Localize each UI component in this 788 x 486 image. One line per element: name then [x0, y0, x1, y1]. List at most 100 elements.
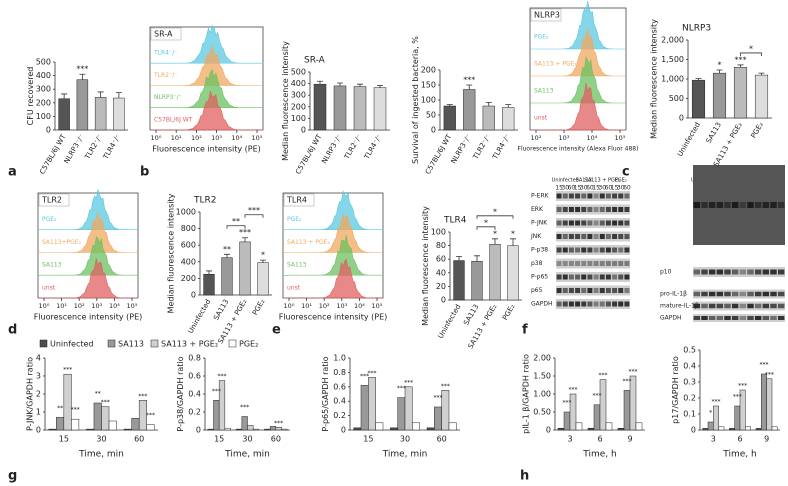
y-tick-label: 4 — [36, 354, 41, 363]
bar — [281, 428, 288, 431]
blot-band — [556, 301, 562, 307]
y-tick-label: 200 — [421, 66, 436, 75]
blot-band — [770, 202, 777, 208]
bar — [48, 428, 57, 431]
blot-band — [618, 193, 624, 199]
y-tick-label: 0 — [546, 426, 551, 435]
blot-band — [777, 316, 785, 320]
panel-label: c — [622, 165, 630, 180]
blot-band — [599, 301, 605, 307]
blot-lane: 30 — [580, 185, 588, 192]
blot-band — [624, 274, 630, 280]
blot-band — [593, 247, 599, 253]
flow-x-label: Fluorescence intensity (PE) — [279, 313, 388, 322]
error-bar — [61, 93, 68, 99]
y-tick-label: 1,500 — [661, 55, 684, 64]
flow-track-label: SA113 — [42, 262, 62, 269]
flow-tick-label: 10⁴ — [109, 302, 120, 310]
y-tick-label: 300 — [36, 85, 51, 94]
blot-band — [701, 303, 708, 309]
chart-title: SR-A — [304, 56, 326, 66]
significance: *** — [218, 373, 227, 380]
y-tick-label: 20 — [436, 282, 446, 291]
legend-swatch — [39, 339, 48, 348]
blot-strip — [556, 285, 630, 296]
error-bar — [206, 270, 212, 275]
blot-band — [581, 274, 587, 280]
y-tick-label: 2.00 — [533, 354, 551, 363]
bar — [241, 416, 248, 431]
blot-band — [587, 234, 593, 239]
legend-swatch — [150, 339, 159, 348]
blot-band — [605, 220, 611, 226]
blot-band — [747, 303, 754, 309]
y-axis-label: P-JNK/GAPDH ratio — [26, 357, 35, 431]
significance: * — [709, 410, 712, 417]
y-axis-label: Median fluorescence intensity — [281, 41, 290, 161]
error-bar — [242, 237, 248, 242]
blot-band — [724, 316, 731, 320]
y-tick-label: 500 — [291, 68, 306, 77]
blot-band — [624, 261, 630, 266]
flow-title-box — [150, 27, 182, 41]
error-bar — [377, 84, 383, 88]
x-axis-label: Time, min — [78, 450, 124, 460]
y-tick-label: 0 — [301, 126, 306, 135]
flow-title: TLR4 — [286, 196, 307, 205]
bar — [745, 426, 751, 431]
blot-band — [624, 288, 630, 293]
blot-band — [605, 234, 611, 239]
x-axis-label: Time, h — [582, 450, 616, 460]
y-axis-label: pIL-1 β/GAPDH ratio — [521, 354, 530, 434]
blot-strip — [693, 314, 785, 322]
blot-band — [693, 303, 701, 309]
blot-group: SA113 — [576, 178, 592, 184]
flow-tick-label: 10⁵ — [127, 302, 138, 310]
blot-band — [575, 234, 581, 239]
x-tick-label: 30 — [400, 435, 410, 444]
blot-band — [731, 291, 739, 297]
bar — [375, 422, 384, 431]
significance: *** — [71, 407, 80, 414]
flow-tick-label: 10⁰ — [39, 302, 50, 310]
blot-band — [556, 247, 562, 253]
x-tick-label: 9 — [764, 435, 769, 444]
significance: *** — [101, 399, 110, 406]
bar — [718, 426, 725, 431]
bar — [113, 97, 125, 131]
panel-label: a — [8, 165, 17, 180]
significance: *** — [76, 65, 88, 74]
bar — [239, 241, 251, 296]
bar — [146, 424, 155, 431]
blot-band — [770, 316, 777, 320]
flow-title-box — [283, 193, 315, 207]
blot-band — [708, 316, 716, 320]
x-tick-label: SA113 — [705, 121, 723, 145]
y-tick-label: 0.5 — [683, 346, 696, 355]
y-axis-label: P-p38/GAPDH ratio — [176, 356, 185, 431]
y-tick-label: 0 — [46, 126, 51, 135]
blot-band — [624, 247, 630, 253]
x-tick-label: SA113 — [212, 298, 230, 322]
y-tick-label: 1,000 — [661, 75, 684, 84]
significance: *** — [760, 362, 769, 369]
bar — [507, 245, 519, 301]
x-tick-label: 15 — [363, 435, 373, 444]
x-tick-label: TLR4⁻/⁻ — [101, 133, 122, 162]
significance: *** — [146, 412, 155, 419]
blot-band — [624, 301, 630, 307]
blot-band — [747, 269, 754, 275]
blot-band — [556, 220, 562, 226]
bar — [563, 411, 571, 431]
y-tick-label: 0 — [196, 426, 201, 435]
bar — [275, 427, 282, 431]
blot-band — [562, 301, 568, 307]
flow-tick-label: 10⁵ — [252, 134, 263, 142]
bar — [221, 257, 233, 296]
bar — [733, 67, 748, 119]
flow-tick-label: 10¹ — [56, 302, 67, 310]
blot-band — [605, 288, 611, 293]
y-tick-label: 0.2 — [683, 394, 696, 403]
flow-histogram — [282, 189, 384, 231]
